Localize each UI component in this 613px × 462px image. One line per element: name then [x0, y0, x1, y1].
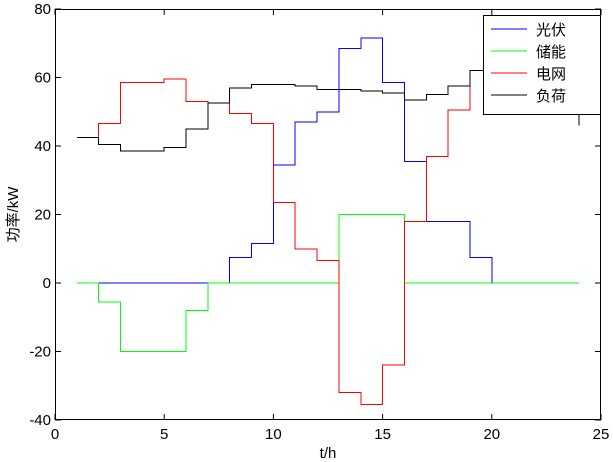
x-tick-label: 0	[51, 426, 59, 443]
x-tick-label: 15	[374, 426, 391, 443]
x-tick-label: 10	[265, 426, 282, 443]
x-tick-label: 20	[483, 426, 500, 443]
y-tick-label: -40	[29, 412, 51, 429]
legend-box	[483, 15, 601, 115]
legend-label-1: 储能	[536, 43, 566, 61]
y-tick-label: -20	[29, 344, 51, 361]
y-tick-label: 20	[34, 207, 51, 224]
legend-label-3: 负荷	[536, 87, 566, 105]
x-tick-label: 5	[160, 426, 168, 443]
ticks-layer: 0 5 10 15 20 25 -40 -20 0 20 40 60 80	[29, 1, 609, 443]
series-line-0	[76, 37, 580, 284]
y-axis-title: 功率/kW	[5, 186, 22, 243]
y-tick-label: 80	[34, 1, 51, 18]
series-line-1	[76, 214, 580, 352]
legend-label-2: 电网	[536, 65, 566, 83]
y-tick-label: 40	[34, 138, 51, 155]
x-axis-title: t/h	[320, 445, 337, 462]
y-tick-label: 60	[34, 70, 51, 87]
x-tick-label: 25	[593, 426, 610, 443]
y-tick-label: 0	[43, 275, 51, 292]
legend-label-0: 光伏	[536, 21, 566, 39]
